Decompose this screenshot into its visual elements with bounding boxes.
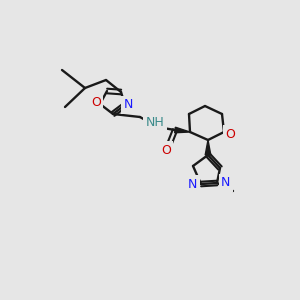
Polygon shape [205,140,211,155]
Polygon shape [175,127,190,133]
Text: O: O [225,128,235,140]
Text: N: N [221,176,230,190]
Text: NH: NH [146,116,164,128]
Text: O: O [161,143,171,157]
Text: N: N [123,98,133,112]
Text: O: O [91,97,101,110]
Text: N: N [188,178,197,190]
